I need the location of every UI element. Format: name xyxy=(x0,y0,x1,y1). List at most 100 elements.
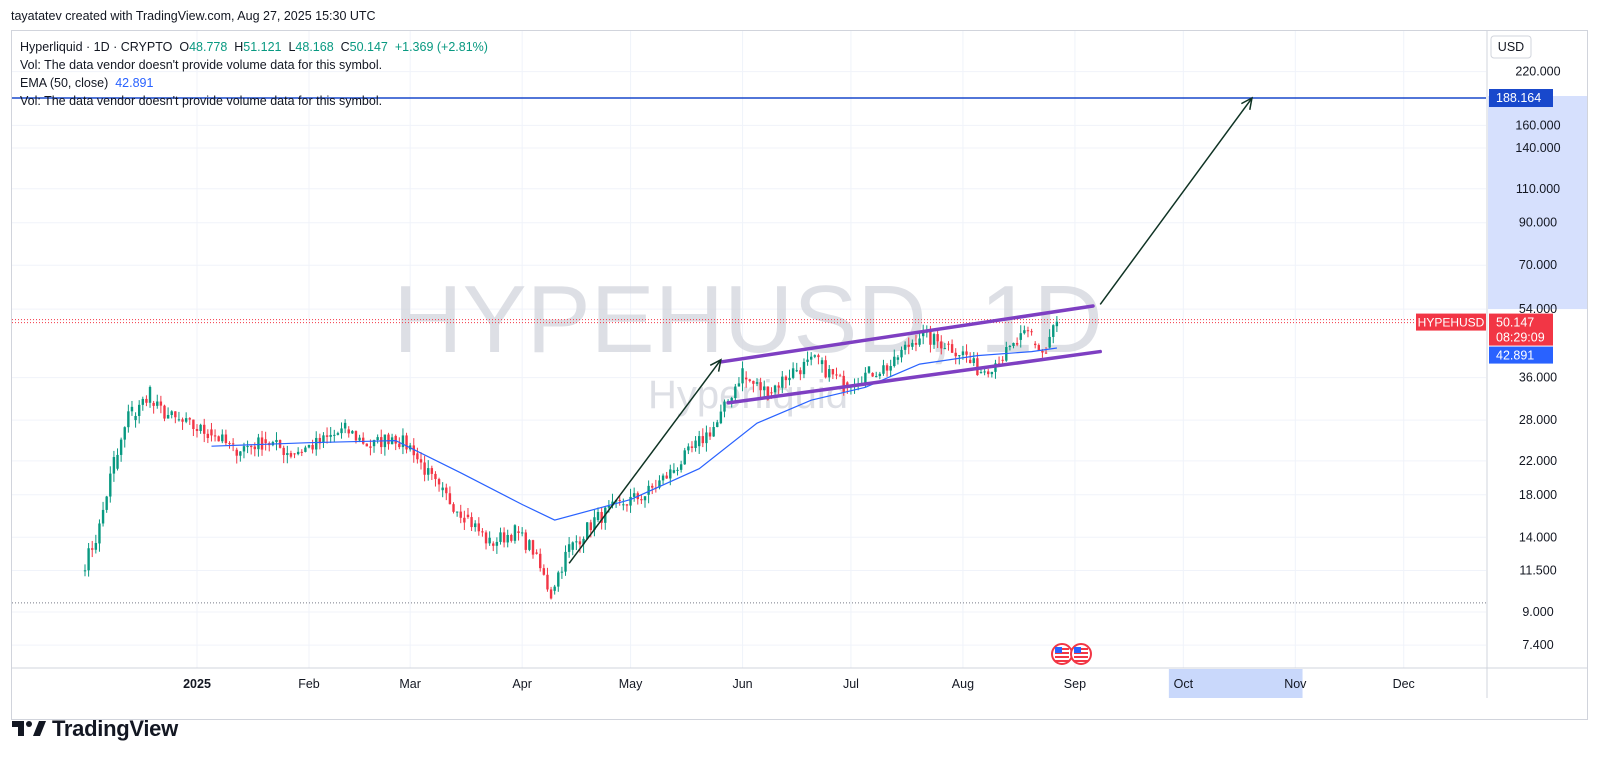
legend-open-label: O xyxy=(179,40,190,54)
candle-body xyxy=(434,473,437,480)
legend-ema-row[interactable]: EMA (50, close) 42.891 xyxy=(20,74,153,92)
candle-body xyxy=(365,443,369,447)
flag-canton xyxy=(1074,647,1081,653)
candle-body xyxy=(1023,330,1026,334)
candle-body xyxy=(257,437,260,450)
candle-body xyxy=(184,418,188,422)
candle-body xyxy=(217,436,220,442)
candle-body xyxy=(119,439,123,455)
candle-body xyxy=(423,462,426,475)
candle-body xyxy=(195,429,199,431)
candle-body xyxy=(799,370,802,375)
y-tick-label: 11.500 xyxy=(1519,564,1556,578)
candle-body xyxy=(831,369,835,375)
x-tick-label: Jul xyxy=(843,677,859,691)
candle-body xyxy=(878,373,882,377)
candle-body xyxy=(643,496,647,501)
candle-body xyxy=(192,419,195,430)
candle-body xyxy=(694,440,697,448)
candle-body xyxy=(907,344,910,347)
candle-body xyxy=(199,424,202,431)
candle-body xyxy=(571,542,574,550)
candle-body xyxy=(524,532,527,550)
ema-value-badge xyxy=(1489,346,1553,364)
candle-body xyxy=(1012,342,1015,346)
candle-body xyxy=(589,522,593,531)
us-flag-event-icon[interactable] xyxy=(1051,643,1073,665)
y-tick-label: 28.000 xyxy=(1519,413,1557,427)
candle-body xyxy=(806,359,809,362)
candle-body xyxy=(343,422,347,429)
candle-body xyxy=(893,356,896,367)
candle-body xyxy=(531,540,535,555)
candle-body xyxy=(174,411,177,418)
projection-arrow-line xyxy=(1099,97,1253,305)
candle-body xyxy=(145,398,148,403)
y-tick-label: 18.000 xyxy=(1519,488,1557,502)
candle-body xyxy=(564,551,567,572)
legend-vol-note[interactable]: Vol: The data vendor doesn't provide vol… xyxy=(20,58,383,72)
candle-body xyxy=(972,358,975,363)
legend-symbol[interactable]: Hyperliquid · 1D · CRYPTO xyxy=(20,40,173,54)
candle-body xyxy=(553,586,556,591)
candle-body xyxy=(387,434,390,445)
candle-body xyxy=(1008,345,1012,348)
candle-body xyxy=(651,485,654,488)
legend-open: 48.778 xyxy=(189,40,228,54)
candle-body xyxy=(809,356,813,360)
candle-body xyxy=(885,365,889,371)
candle-body xyxy=(773,385,777,393)
candle-body xyxy=(159,401,163,406)
candle-body xyxy=(940,341,943,349)
candle-body xyxy=(333,434,336,436)
candle-body xyxy=(961,351,965,356)
currency-label: USD xyxy=(1498,40,1524,54)
candle-body xyxy=(611,501,614,506)
time-range-highlight xyxy=(1168,669,1303,698)
us-flag-event-icon[interactable] xyxy=(1070,643,1092,665)
candle-body xyxy=(777,385,780,388)
candle-body xyxy=(600,511,603,523)
candle-body xyxy=(156,401,159,406)
candle-body xyxy=(676,469,679,471)
candle-body xyxy=(871,372,874,377)
candle-body xyxy=(351,431,354,434)
candle-body xyxy=(546,574,549,590)
candle-body xyxy=(315,437,318,450)
candle-body xyxy=(781,376,784,388)
candle-body xyxy=(260,437,264,450)
candle-body xyxy=(325,435,329,437)
candle-body xyxy=(1030,331,1033,333)
candle-body xyxy=(517,531,520,533)
last-price-badge-text: 50.147 xyxy=(1496,316,1534,330)
legend-low-label: L xyxy=(288,40,296,54)
y-tick-label: 36.000 xyxy=(1519,371,1557,385)
candle-body xyxy=(336,433,340,435)
last-price-badge-text: 08:29:09 xyxy=(1496,331,1545,345)
candle-body xyxy=(943,348,947,350)
candle-body xyxy=(622,504,625,506)
candle-body xyxy=(629,496,632,506)
candle-body xyxy=(398,443,401,448)
legend-vol-note-2[interactable]: Vol: The data vendor doesn't provide vol… xyxy=(20,94,383,108)
candle-body xyxy=(950,344,954,353)
x-tick-label: Oct xyxy=(1174,677,1194,691)
candle-body xyxy=(235,449,238,456)
candle-body xyxy=(741,368,744,384)
candle-body xyxy=(683,450,686,465)
candle-body xyxy=(311,444,314,450)
candle-body xyxy=(723,401,726,412)
tradingview-logo[interactable]: TradingView xyxy=(12,716,178,742)
flag-stripe xyxy=(1055,656,1069,658)
candle-body xyxy=(127,411,130,428)
y-tick-label: 160.000 xyxy=(1515,118,1560,132)
candle-body xyxy=(427,468,430,475)
x-tick-label: Mar xyxy=(399,677,421,691)
candle-body xyxy=(585,522,589,539)
candle-body xyxy=(221,434,224,442)
candle-body xyxy=(513,525,517,541)
candle-body xyxy=(578,541,582,545)
candle-body xyxy=(705,432,708,444)
candle-body xyxy=(716,422,719,428)
